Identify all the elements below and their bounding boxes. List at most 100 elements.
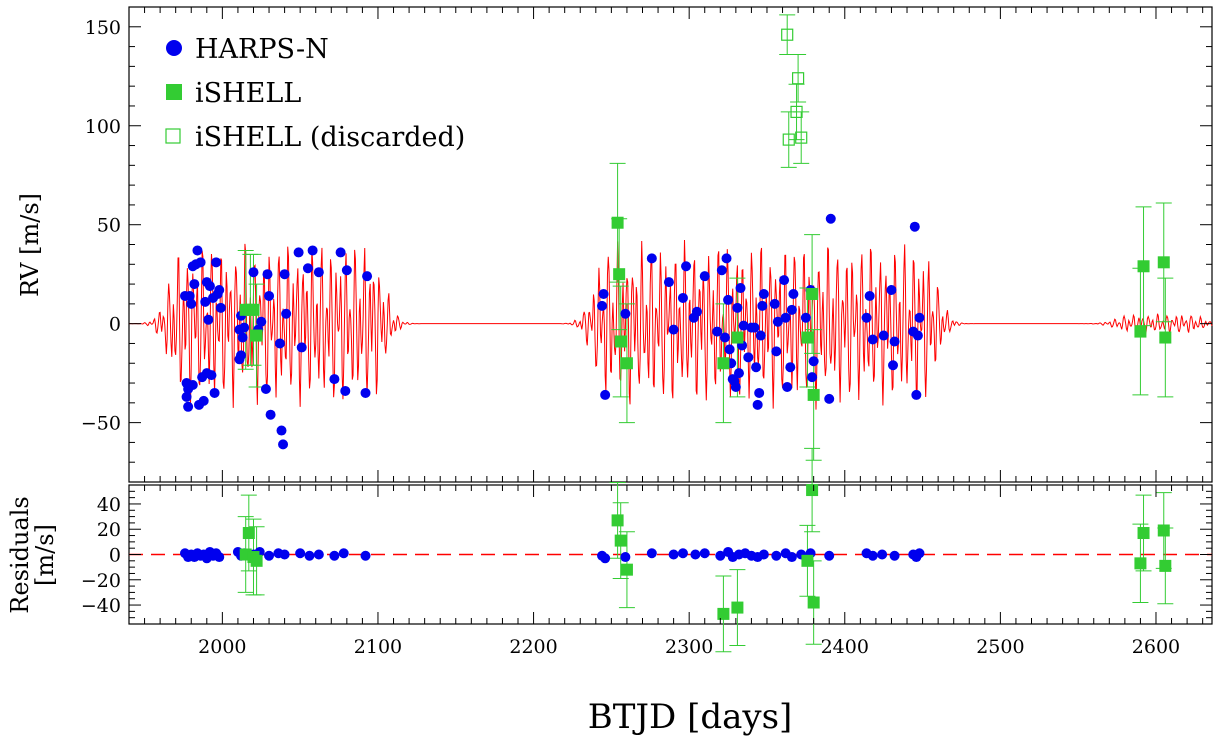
rv-error-bars xyxy=(237,14,1174,461)
rv-harps-point xyxy=(183,401,194,412)
rv-harps-point xyxy=(597,300,608,311)
residuals-y-tick-label: −40 xyxy=(81,595,121,617)
residuals-harps-point xyxy=(360,550,371,561)
rv-harps-point xyxy=(772,316,783,327)
legend-entry-label: iSHELL (discarded) xyxy=(195,122,465,153)
legend-entry-label: HARPS-N xyxy=(195,34,329,65)
rv-harps-point xyxy=(184,290,195,301)
rv-harps-point xyxy=(751,362,762,373)
residuals-y-tick-label: 20 xyxy=(97,519,121,541)
rv-harps-point xyxy=(752,399,763,410)
rv-harps-point xyxy=(265,409,276,420)
residuals-harps-point xyxy=(699,548,710,559)
residuals-ishell-point xyxy=(806,484,819,497)
residuals-y-tick-label: 0 xyxy=(109,545,121,567)
rv-harps-point xyxy=(209,387,220,398)
rv-harps-point xyxy=(800,312,811,323)
residuals-ishell-point xyxy=(614,534,627,547)
legend-ishell-discarded-symbol xyxy=(165,128,181,144)
rv-harps-point xyxy=(313,267,324,278)
residuals-harps-point xyxy=(646,548,657,559)
rv-y-tick-label: 150 xyxy=(85,17,121,39)
residuals-ishell-point xyxy=(1137,527,1150,540)
rv-harps-point xyxy=(754,387,765,398)
rv-harps-point xyxy=(341,265,352,276)
residuals-y-label-line1: Residuals xyxy=(6,496,34,613)
rv-harps-point xyxy=(758,288,769,299)
x-tick-label: 2400 xyxy=(821,636,869,658)
rv-ishell-point xyxy=(620,357,633,370)
x-tick-label: 2100 xyxy=(354,636,402,658)
rv-harps-point xyxy=(203,314,214,325)
rv-harps-point xyxy=(721,253,732,264)
residuals-data-points xyxy=(180,484,1172,620)
rv-harps-point xyxy=(771,346,782,357)
rv-harps-point xyxy=(335,247,346,258)
rv-model-curve xyxy=(129,239,1213,410)
rv-harps-point xyxy=(192,245,203,256)
rv-axis-ticks: −50 0 50 100 150 xyxy=(81,6,1212,483)
residuals-ishell-point xyxy=(250,554,263,567)
rv-harps-point xyxy=(237,332,248,343)
rv-harps-point xyxy=(248,267,259,278)
rv-harps-point xyxy=(262,269,273,280)
residuals-harps-point xyxy=(824,550,835,561)
rv-harps-point xyxy=(214,285,225,296)
rv-model-line xyxy=(129,239,1213,410)
residuals-harps-point xyxy=(914,548,925,559)
residuals-ishell-point xyxy=(731,601,744,614)
rv-harps-point xyxy=(712,326,723,337)
residuals-harps-point xyxy=(313,549,324,560)
rv-harps-point xyxy=(911,389,922,400)
legend-entry-label: iSHELL xyxy=(195,78,301,109)
rv-ishell-point xyxy=(611,216,624,229)
residuals-ishell-point xyxy=(717,607,730,620)
rv-ishell-point xyxy=(806,287,819,300)
rv-harps-point xyxy=(598,288,609,299)
rv-harps-point xyxy=(723,294,734,305)
rv-data-points xyxy=(180,28,1172,450)
residuals-y-axis-label: Residuals[m/s] xyxy=(6,496,59,613)
rv-ishell-point xyxy=(250,329,263,342)
residuals-ishell-point xyxy=(801,554,814,567)
rv-harps-point xyxy=(260,383,271,394)
rv-harps-point xyxy=(362,271,373,282)
rv-harps-point xyxy=(886,285,897,296)
rv-y-axis-label: RV [m/s] xyxy=(16,193,44,297)
residuals-harps-point xyxy=(620,552,631,563)
rv-y-tick-label: 100 xyxy=(85,116,121,138)
rv-harps-point xyxy=(743,352,754,363)
rv-harps-point xyxy=(864,290,875,301)
rv-ishell-point xyxy=(247,303,260,316)
rv-harps-point xyxy=(600,389,611,400)
rv-ishell-point xyxy=(801,331,814,344)
rv-harps-point xyxy=(195,257,206,268)
rv-ishell-point xyxy=(807,388,820,401)
residuals-panel: −40 −20 0 20 40 Residuals[m/s] xyxy=(6,447,1213,653)
rv-harps-point xyxy=(786,304,797,315)
rv-ishell-point xyxy=(1157,256,1170,269)
rv-harps-point xyxy=(681,261,692,272)
rv-harps-point xyxy=(264,290,275,301)
residuals-harps-point xyxy=(279,549,290,560)
residuals-harps-point xyxy=(786,552,797,563)
residuals-ishell-point xyxy=(1134,557,1147,570)
rv-harps-point xyxy=(755,330,766,341)
residuals-harps-point xyxy=(877,549,888,560)
rv-harps-point xyxy=(861,312,872,323)
x-tick-label: 2300 xyxy=(665,636,713,658)
rv-harps-point xyxy=(187,380,198,391)
residuals-harps-point xyxy=(304,550,315,561)
rv-harps-point xyxy=(215,302,226,313)
x-axis-label: BTJD [days] xyxy=(588,697,793,737)
rv-harps-point xyxy=(730,382,741,392)
rv-y-tick-label: 50 xyxy=(97,215,121,237)
rv-harps-point xyxy=(824,393,835,404)
residuals-harps-point xyxy=(264,550,275,561)
residuals-harps-point xyxy=(690,549,701,560)
rv-ishell-discarded-point xyxy=(782,133,795,146)
rv-harps-point xyxy=(296,342,307,353)
rv-harps-point xyxy=(733,368,744,379)
rv-harps-point xyxy=(186,298,197,309)
